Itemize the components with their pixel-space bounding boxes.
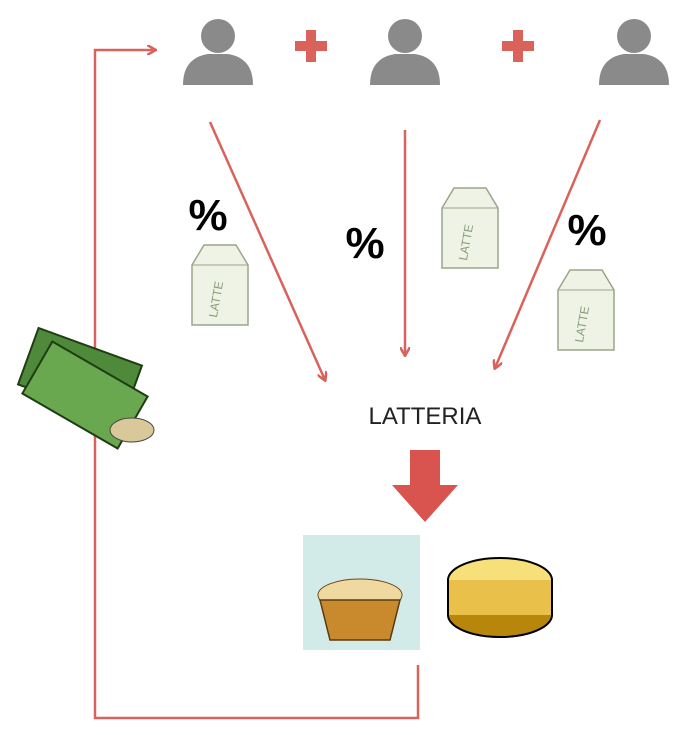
percent-label: % <box>345 219 384 268</box>
money <box>18 328 154 448</box>
milk-carton <box>442 188 498 268</box>
cheese <box>448 558 552 637</box>
person-icon <box>599 19 669 85</box>
person-icon <box>370 19 440 85</box>
person-icon <box>183 19 253 85</box>
diagram: LATTE % % % LATTERIA <box>0 0 683 735</box>
bread-basket <box>303 535 420 650</box>
plus-icon <box>295 30 327 62</box>
people <box>183 19 669 85</box>
percent-label: % <box>188 191 227 240</box>
plus-icon <box>502 30 534 62</box>
center-label: LATTERIA <box>369 403 482 430</box>
milk-carton <box>558 270 614 350</box>
percent-label: % <box>567 206 606 255</box>
milk-carton <box>192 245 248 325</box>
down-arrow <box>392 450 458 522</box>
